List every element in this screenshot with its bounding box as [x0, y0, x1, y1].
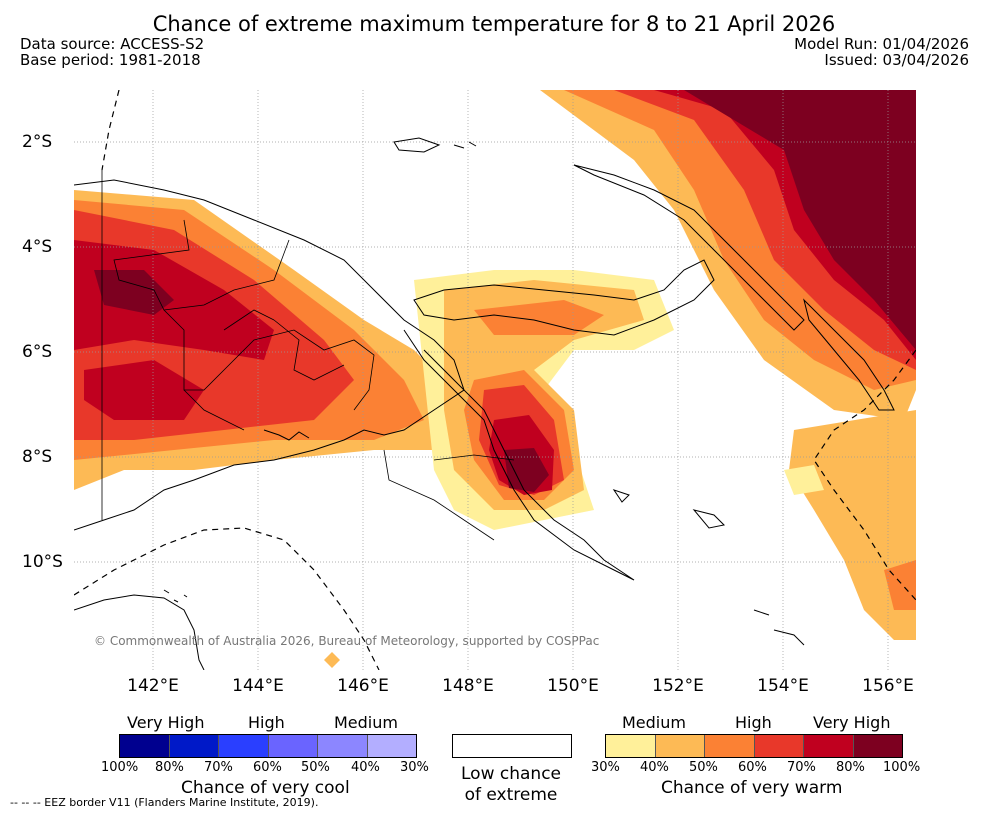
map-svg [74, 90, 916, 670]
warm-tick-40: 40% [640, 760, 669, 775]
lon-label-148e: 148°E [442, 676, 494, 696]
warm-caption: Chance of very warm [661, 778, 843, 798]
cool-caption: Chance of very cool [181, 778, 350, 798]
warm-swatch-50-60 [705, 735, 755, 757]
lat-label-6s: 6°S [22, 342, 53, 362]
shade-se-medium [789, 410, 916, 640]
louisiade-islands [753, 609, 805, 646]
warm-color-bar [605, 734, 903, 758]
shade-ne-veryhigh2 [684, 90, 916, 350]
low-caption-line1: Low chance [461, 764, 561, 784]
warm-tick-30: 30% [591, 760, 620, 775]
cool-tick-60: 60% [253, 760, 282, 775]
issued-label: Issued: 03/04/2026 [824, 51, 969, 69]
shade-w-darkest [94, 270, 174, 315]
lat-label-2s: 2°S [22, 132, 53, 152]
province-borders [101, 170, 515, 541]
low-caption-line2: of extreme [464, 785, 558, 805]
cool-swatch-40-30 [367, 735, 416, 757]
bougainville-coast [803, 298, 895, 411]
data-source-label: Data source: ACCESS-S2 [20, 35, 205, 53]
trobriand-islands [612, 489, 726, 529]
cool-swatch-80-70 [169, 735, 219, 757]
warm-swatch-40-50 [655, 735, 705, 757]
cool-swatch-70-60 [219, 735, 269, 757]
warm-level-high: High [735, 713, 772, 732]
lat-label-10s: 10°S [22, 552, 63, 572]
shade-se-light [784, 465, 824, 495]
meta-left: Data source: ACCESS-S2 Base period: 1981… [20, 36, 204, 68]
cool-tick-70: 70% [204, 760, 233, 775]
lon-label-142e: 142°E [127, 676, 179, 696]
coastlines [74, 137, 895, 670]
manus-island [393, 137, 441, 153]
new-britain-coast [413, 259, 715, 336]
cool-level-medium: Medium [334, 713, 398, 732]
admiralty-islets [453, 141, 477, 149]
cool-level-very-high: Very High [127, 713, 205, 732]
chart-title: Chance of extreme maximum temperature fo… [152, 12, 836, 36]
lon-label-152e: 152°E [652, 676, 704, 696]
lon-label-146e: 146°E [337, 676, 389, 696]
model-run-label: Model Run: 01/04/2026 [794, 35, 969, 53]
cool-tick-100: 100% [101, 760, 139, 775]
warm-chance-shading [74, 90, 916, 640]
fly-river-delta [263, 429, 310, 441]
cool-swatch-50-40 [318, 735, 368, 757]
cool-tick-30: 30% [400, 760, 429, 775]
meta-right: Model Run: 01/04/2026 Issued: 03/04/2026 [794, 36, 969, 68]
cool-color-bar [119, 734, 417, 758]
australia-coast [74, 594, 205, 670]
warm-swatch-80-100 [853, 735, 902, 757]
warm-swatch-30-40 [606, 735, 656, 757]
lat-label-4s: 4°S [22, 237, 53, 257]
warm-level-very-high: Very High [813, 713, 891, 732]
graticule [74, 90, 916, 670]
cool-tick-50: 50% [301, 760, 330, 775]
shade-c-darkest [504, 448, 549, 492]
copyright-text: © Commonwealth of Australia 2026, Bureau… [94, 634, 600, 648]
torres-islets [163, 589, 188, 603]
cool-swatch-60-50 [268, 735, 318, 757]
warm-tick-50: 50% [689, 760, 718, 775]
warm-tick-70: 70% [787, 760, 816, 775]
lon-label-144e: 144°E [232, 676, 284, 696]
lon-label-156e: 156°E [862, 676, 914, 696]
lon-label-154e: 154°E [757, 676, 809, 696]
map-panel [74, 90, 916, 670]
eez-footnote: -- -- -- EEZ border V11 (Flanders Marine… [10, 796, 319, 809]
base-period-label: Base period: 1981-2018 [20, 51, 201, 69]
warm-tick-60: 60% [738, 760, 767, 775]
eez-borders [74, 90, 916, 670]
warm-tick-100: 100% [883, 760, 921, 775]
papuan-peninsula [403, 329, 635, 581]
warm-level-medium: Medium [622, 713, 686, 732]
cool-level-high: High [248, 713, 285, 732]
new-ireland-coast [573, 164, 805, 331]
new-guinea-coast [74, 179, 465, 531]
cool-tick-80: 80% [155, 760, 184, 775]
warm-swatch-60-70 [754, 735, 804, 757]
cool-swatch-100-80 [120, 735, 170, 757]
warm-tick-80: 80% [836, 760, 865, 775]
cool-tick-40: 40% [351, 760, 380, 775]
lat-label-8s: 8°S [22, 447, 53, 467]
low-chance-box [452, 734, 572, 758]
warm-swatch-70-80 [804, 735, 854, 757]
coral-sea-shade [324, 652, 340, 668]
lon-label-150e: 150°E [547, 676, 599, 696]
